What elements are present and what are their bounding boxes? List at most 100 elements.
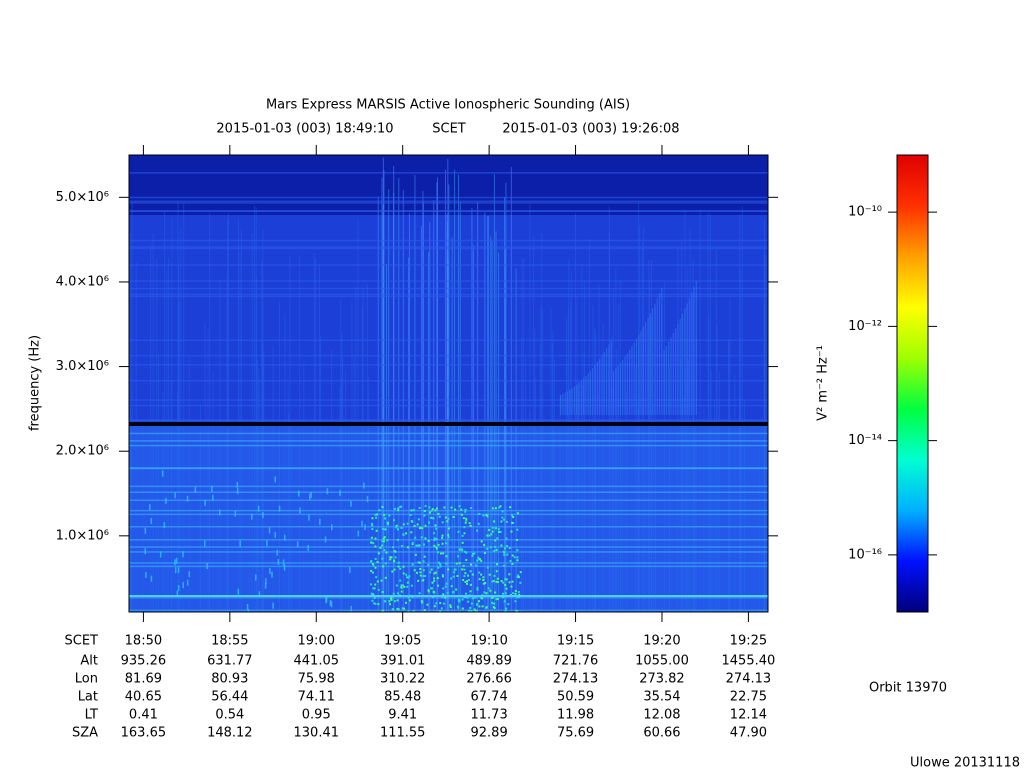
texture [495,231,497,612]
texture [687,267,689,612]
texture [341,332,343,612]
texture [466,596,469,599]
texture [129,247,768,250]
ephemeris-value: 163.65 [121,726,167,741]
texture [402,523,405,526]
texture [393,568,396,571]
texture [366,496,369,503]
texture [144,548,146,555]
texture [669,364,671,612]
texture [486,566,489,569]
texture [462,517,465,520]
texture [670,337,672,415]
texture [465,517,468,520]
texture [395,526,398,529]
texture [511,580,514,583]
texture [608,344,610,415]
texture [450,577,453,580]
texture [461,549,464,552]
colorbar-tick-label: 10⁻¹⁴ [848,433,882,448]
texture [458,548,461,551]
ephemeris-value: 47.90 [730,726,767,741]
texture [319,335,321,612]
ephemeris-value: 81.69 [125,672,162,687]
texture [177,393,179,612]
texture [470,602,473,605]
texture [297,490,300,497]
texture [521,337,523,612]
texture [129,509,768,512]
texture [433,605,436,608]
texture [669,447,671,612]
texture [272,602,274,609]
texture [534,377,536,612]
texture [386,521,389,524]
texture [129,354,768,357]
texture [436,182,438,612]
texture [427,540,430,543]
texture [397,565,400,568]
texture [372,587,375,590]
texture [381,609,384,612]
texture [475,564,478,567]
texture [388,514,391,517]
texture [438,561,441,564]
texture [350,500,352,507]
texture [168,257,170,612]
texture [684,308,686,415]
texture [424,524,427,527]
texture [516,539,519,542]
texture [591,424,593,612]
texture [495,548,498,551]
texture [580,380,582,415]
texture [268,527,271,534]
texture [447,527,450,530]
texture [444,516,447,519]
texture [483,552,486,555]
texture [714,400,716,612]
texture [274,476,276,483]
texture [226,274,228,612]
texture [578,392,580,612]
texture [503,554,506,557]
ephemeris-value: 85.48 [384,690,421,705]
texture [437,543,440,546]
texture [383,536,386,539]
texture [493,174,495,612]
ephemeris-value: 9.41 [388,708,417,723]
texture [364,524,366,531]
texture [570,301,572,612]
texture [525,357,527,612]
texture [433,538,436,541]
texture [505,587,508,590]
texture [186,495,189,502]
texture [408,599,411,602]
texture [458,562,461,565]
texture [663,283,665,612]
texture [677,247,679,612]
texture [454,508,457,511]
texture [480,559,483,562]
chart-title: Mars Express MARSIS Active Ionospheric S… [266,98,630,113]
texture [403,585,406,588]
texture [467,574,470,577]
texture [648,259,650,612]
texture [682,397,684,612]
ephemeris-value: 148.12 [207,726,253,741]
texture [435,602,438,605]
texture [492,602,495,605]
texture [468,522,471,525]
texture [414,553,417,556]
texture [447,536,450,539]
texture [330,601,333,608]
texture [129,491,768,493]
texture [217,430,219,612]
texture [161,470,164,477]
texture [472,552,475,555]
texture [463,596,466,599]
texture [635,364,637,612]
texture [383,549,386,552]
texture [368,376,370,612]
ephemeris-value: 1055.00 [635,654,689,669]
texture [382,537,385,540]
